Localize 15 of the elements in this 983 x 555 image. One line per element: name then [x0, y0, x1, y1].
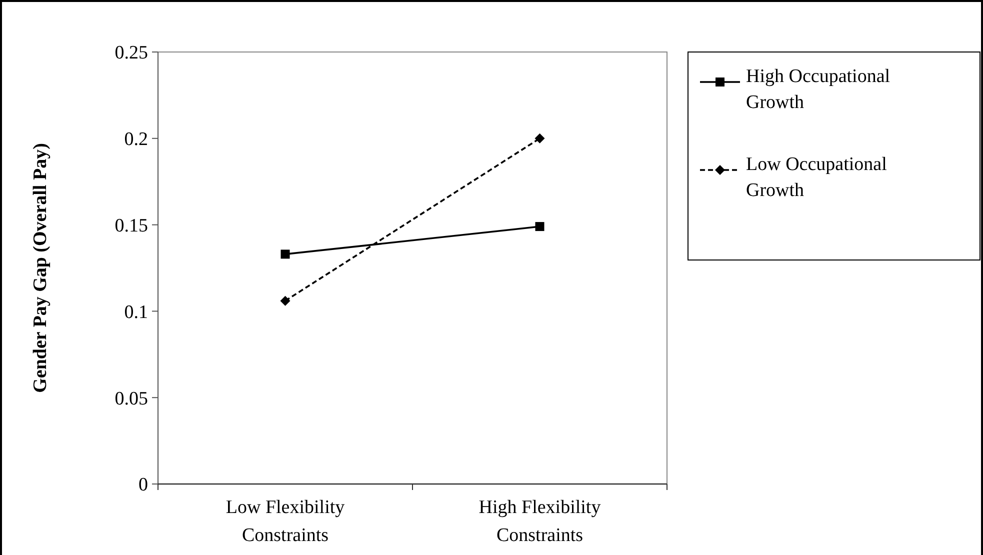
y-tick-label: 0.15	[114, 215, 148, 236]
point	[534, 133, 545, 144]
y-tick-label: 0.2	[124, 129, 148, 150]
x-tick-label: High Flexibility Constraints	[478, 497, 602, 546]
y-tick-label: 0.1	[124, 302, 148, 323]
point	[535, 222, 544, 232]
legend-label: Low Occupational Growth	[746, 154, 887, 201]
point	[280, 296, 290, 306]
y-tick-label: 0.05	[114, 388, 148, 410]
y-tick-label: 0	[138, 474, 148, 496]
point	[280, 250, 290, 259]
legend-label: High Occupational Growth	[746, 66, 890, 113]
y-axis-title: Gender Pay Gap (Overall Pay)	[30, 143, 51, 393]
x-tick-label: Low Flexibility Constraints	[226, 497, 346, 546]
y-tick-label: 0.25	[114, 42, 148, 64]
